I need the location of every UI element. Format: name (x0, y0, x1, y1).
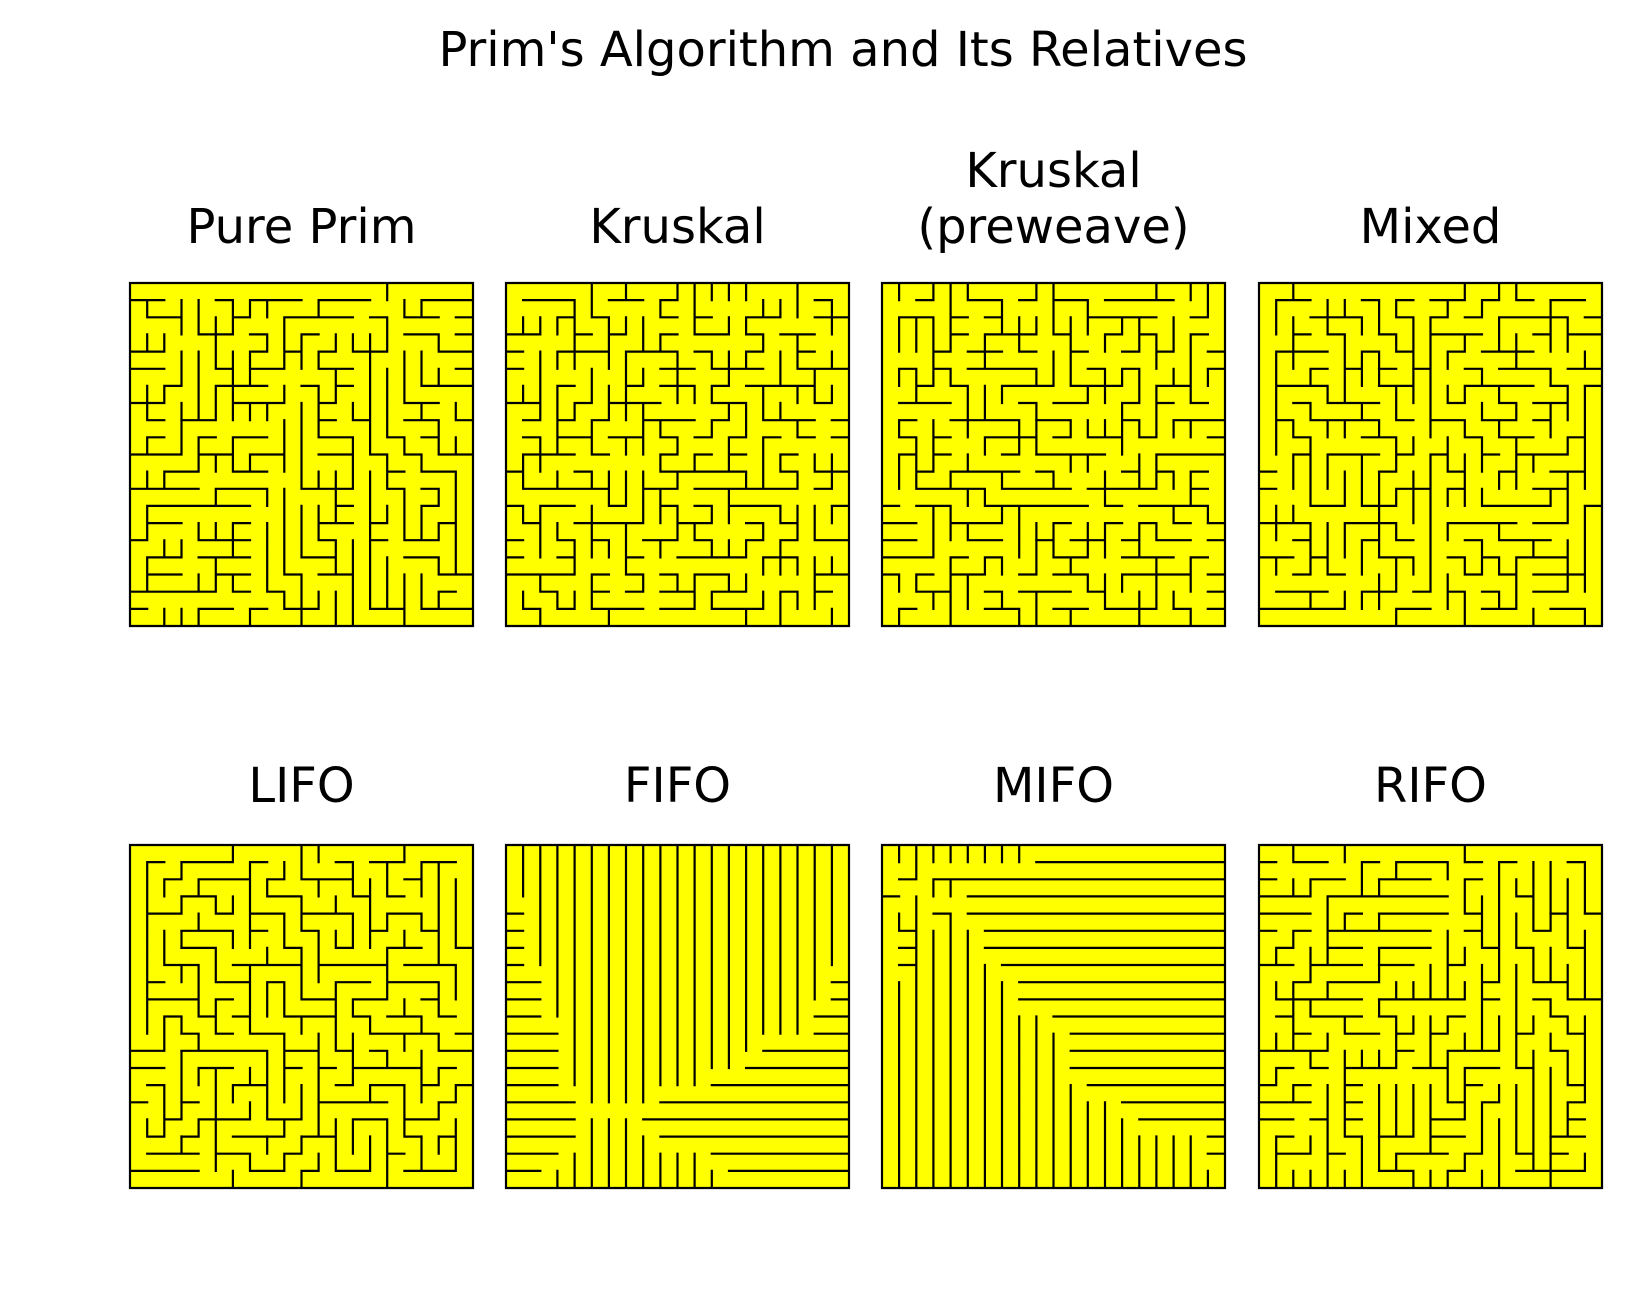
maze-walls (880, 843, 1227, 1190)
figure-title: Prim's Algorithm and Its Relatives (438, 22, 1247, 78)
maze-walls (1257, 843, 1604, 1190)
panel-title: Pure Prim (187, 199, 417, 255)
maze-walls (1257, 281, 1604, 628)
maze-walls (128, 281, 475, 628)
panel-title: Kruskal (589, 199, 765, 255)
maze-walls (504, 843, 851, 1190)
panel-title: Kruskal (965, 143, 1141, 199)
maze-walls (880, 281, 1227, 628)
panel-title: FIFO (624, 758, 731, 814)
panel-title: RIFO (1374, 758, 1487, 814)
panel-title: (preweave) (917, 199, 1189, 255)
panel-title: MIFO (993, 758, 1114, 814)
maze-walls (504, 281, 851, 628)
maze-walls (128, 843, 475, 1190)
panel-title: LIFO (248, 758, 354, 814)
panel-title: Mixed (1360, 199, 1502, 255)
